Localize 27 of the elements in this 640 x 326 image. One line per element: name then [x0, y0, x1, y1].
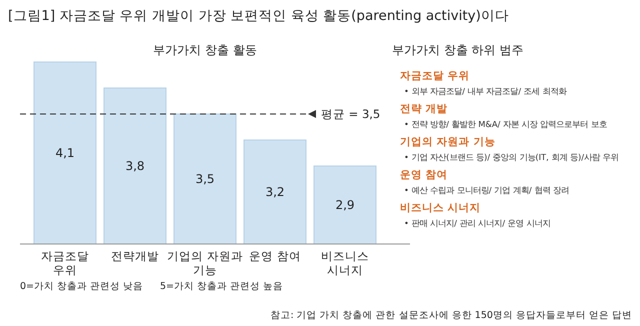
annotation: 전략 개발 — [400, 103, 448, 115]
x-tick-label: 기업의 자원과 기능 — [167, 249, 243, 277]
annotation: • 전략 방향/ 활발한 M&A/ 자본 시장 압력으로부터 보호 — [404, 119, 607, 129]
annotation: 운영 참여 — [400, 169, 448, 181]
text: 부가가치 창출 하위 범주 — [392, 43, 524, 57]
data-label: 3,8 — [125, 159, 145, 173]
annotation: • 예산 수립과 모니터링/ 기업 계획/ 협력 장려 — [404, 185, 569, 195]
text: 참고: 기업 가치 창출에 관한 설문조사에 응한 150명의 응답자들로부터 얻은 답변 — [270, 310, 632, 321]
annotation: • 판매 시너지/ 관리 시너지/ 운영 시너지 — [404, 218, 550, 228]
data-label: 4,1 — [55, 146, 75, 160]
text: 5=가치 창출과 관련성 높음 — [160, 281, 284, 292]
chart-subtitle: 부가가치 창출 활동 — [153, 43, 257, 57]
x-tick-label: 자금조달 우위 — [41, 249, 89, 277]
x-tick-label: 비즈니스 시너지 — [321, 249, 369, 277]
x-tick-label: 전략개발 — [111, 249, 159, 263]
annotation: • 외부 자금조달/ 내부 자금조달/ 조세 최적화 — [404, 86, 566, 96]
chart-title: [그림1] 자금조달 우위 개발이 가장 보편적인 육성 활동(parenting activity)이다 — [8, 8, 509, 24]
text: 0=가치 창출과 관련성 낮음 — [20, 281, 144, 292]
data-label: 3,2 — [265, 185, 285, 199]
annotation: 기업의 자원과 기능 — [400, 136, 496, 148]
ref-line-label: 평균 = 3,5 — [321, 107, 380, 121]
annotation: 자금조달 우위 — [400, 70, 470, 82]
annotation: 비즈니스 시너지 — [400, 202, 481, 214]
annotation: • 기업 자산(브랜드 등)/ 중앙의 기능(IT, 회계 등)/사람 우위 — [404, 152, 619, 162]
data-label: 2,9 — [335, 198, 355, 212]
data-label: 3,5 — [195, 172, 215, 186]
x-tick-label: 운영 참여 — [249, 249, 301, 263]
